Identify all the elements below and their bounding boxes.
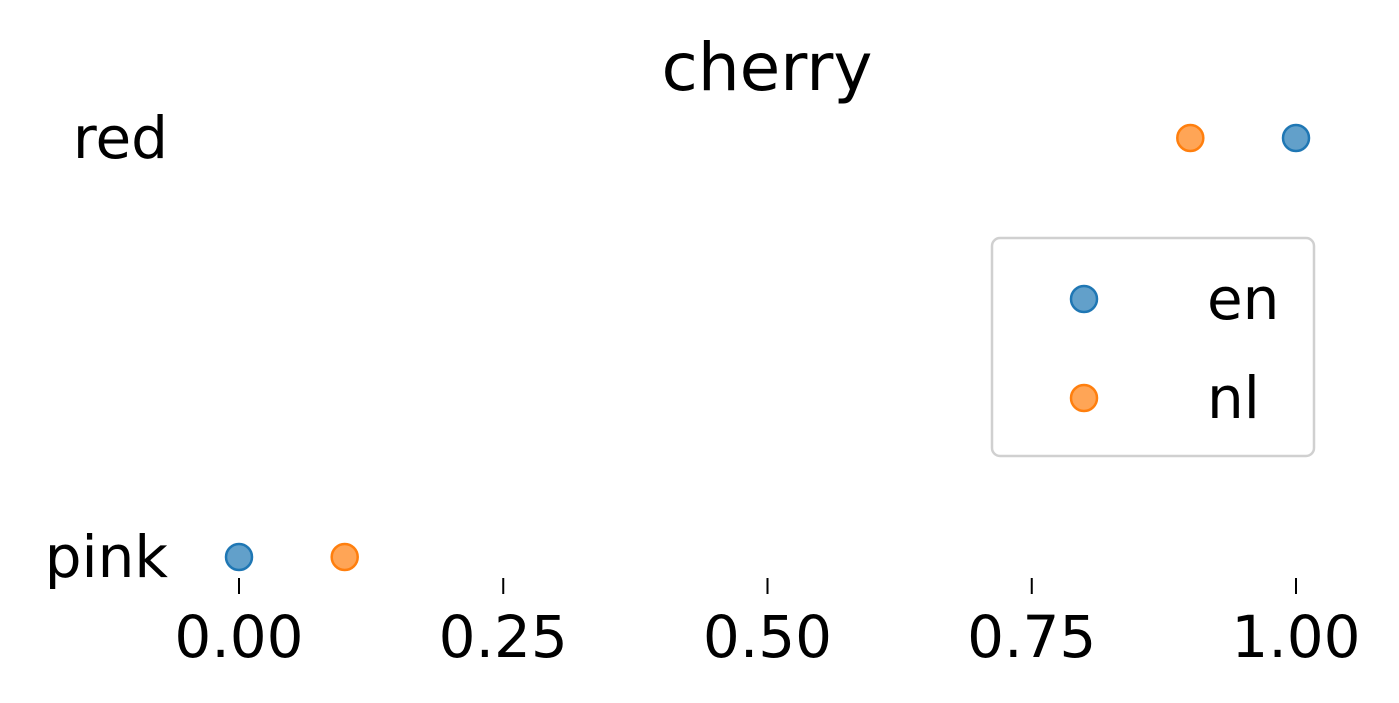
y-tick-label-pink: pink [45, 523, 169, 591]
data-points [224, 123, 1311, 572]
x-tick-label: 0.25 [439, 603, 568, 671]
x-tick-label: 0.00 [174, 603, 303, 671]
point-en-pink [224, 542, 254, 572]
legend-label-en: en [1207, 265, 1279, 333]
x-tick-label: 0.50 [703, 603, 832, 671]
x-tick-label: 1.00 [1231, 603, 1360, 671]
legend: en nl [990, 236, 1316, 458]
point-nl-pink [330, 542, 359, 572]
y-tick-label-red: red [73, 104, 168, 172]
legend-marker-en [1069, 284, 1099, 314]
chart-title: cherry [662, 29, 873, 106]
x-axis: 0.00 0.25 0.50 0.75 1.00 [174, 578, 1361, 671]
legend-label-nl: nl [1207, 364, 1260, 432]
point-en-red [1281, 123, 1311, 153]
y-axis-labels: pink red [45, 104, 169, 591]
legend-marker-nl [1069, 383, 1099, 413]
x-tick-label: 0.75 [967, 603, 1096, 671]
point-nl-red [1176, 123, 1205, 153]
